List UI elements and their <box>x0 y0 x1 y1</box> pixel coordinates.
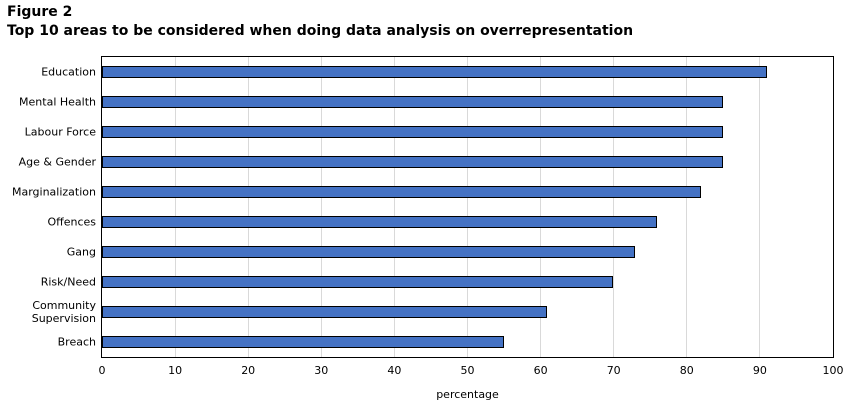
bar <box>101 185 701 198</box>
x-tick-label: 90 <box>752 364 767 377</box>
bar <box>101 95 723 108</box>
gridline <box>540 56 542 357</box>
gridline <box>467 56 468 357</box>
x-axis-label: percentage <box>436 388 499 401</box>
x-tick-label: 60 <box>533 364 548 377</box>
gridline <box>759 56 761 357</box>
category-axis: Education Mental Health Labour Force Age & … <box>0 57 96 357</box>
x-tick-label: 0 <box>98 364 106 377</box>
bar <box>101 155 723 168</box>
x-tick-label: 100 <box>822 364 844 377</box>
category-label: Gang <box>66 245 96 259</box>
x-tick-label: 20 <box>241 364 256 377</box>
chart-title: Top 10 areas to be considered when doing… <box>7 23 634 39</box>
category-label: Education <box>41 65 96 79</box>
category-label: Labour Force <box>24 125 96 139</box>
plot-area <box>100 55 834 358</box>
bar <box>101 125 723 138</box>
figure-label: Figure 2 <box>7 4 73 20</box>
gridline <box>174 56 176 357</box>
gridline <box>686 56 688 357</box>
x-tick-label: 10 <box>168 364 183 377</box>
gridline <box>613 56 615 357</box>
x-axis-ticks: 0 10 20 30 40 50 60 70 80 90 100 <box>0 364 852 380</box>
x-tick-label: 40 <box>387 364 402 377</box>
bar <box>101 245 636 258</box>
category-label: Community Supervision <box>31 299 96 325</box>
bar <box>101 65 767 78</box>
x-tick-label: 80 <box>679 364 694 377</box>
bar <box>101 305 548 318</box>
x-tick-label: 30 <box>314 364 329 377</box>
category-label: Breach <box>57 335 96 349</box>
gridline <box>393 56 395 357</box>
category-label: Age & Gender <box>18 155 96 169</box>
x-tick-label: 50 <box>460 364 475 377</box>
bar <box>101 275 614 288</box>
bar <box>101 335 504 348</box>
bar <box>101 215 658 228</box>
category-label: Marginalization <box>11 185 96 199</box>
gridline <box>247 56 249 357</box>
category-label: Offences <box>47 215 96 229</box>
category-label: Mental Health <box>19 95 96 109</box>
x-tick-label: 70 <box>606 364 621 377</box>
category-label: Risk/Need <box>40 275 96 289</box>
gridline <box>320 56 322 357</box>
